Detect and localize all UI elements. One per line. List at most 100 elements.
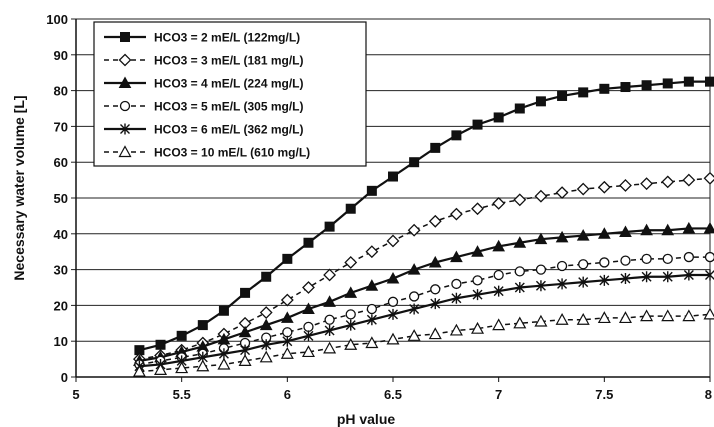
- data-point: [703, 307, 714, 320]
- data-point: [365, 336, 379, 349]
- data-point: [344, 256, 358, 269]
- data-point: [430, 142, 441, 153]
- data-point: [703, 221, 714, 234]
- legend-label: HCO3 = 3 mE/L (181 mg/L): [154, 54, 304, 68]
- legend-item: HCO3 = 3 mE/L (181 mg/L): [104, 54, 304, 68]
- data-point: [641, 80, 652, 91]
- data-point: [324, 221, 335, 232]
- data-point: [705, 76, 714, 87]
- data-point: [323, 295, 336, 307]
- data-point: [683, 269, 694, 281]
- data-point: [430, 284, 441, 295]
- y-tick-label: 10: [54, 334, 68, 349]
- legend-label: HCO3 = 6 mE/L (362 mg/L): [154, 123, 304, 137]
- data-point: [514, 282, 525, 293]
- x-tick-label: 7.5: [595, 387, 613, 402]
- data-point: [535, 280, 546, 292]
- series-line: [139, 313, 711, 373]
- series-6: [132, 307, 714, 377]
- data-point: [345, 203, 356, 214]
- data-point: [449, 207, 463, 221]
- data-point: [408, 291, 420, 302]
- y-tick-label: 20: [54, 298, 68, 313]
- series-line: [139, 256, 710, 366]
- x-tick-label: 8: [705, 387, 712, 402]
- data-point: [683, 76, 694, 87]
- series-1: [134, 76, 714, 356]
- data-point: [118, 76, 132, 88]
- data-point: [620, 82, 631, 93]
- data-point: [407, 223, 421, 237]
- data-point: [120, 123, 130, 135]
- data-point: [428, 327, 442, 340]
- data-point: [345, 319, 356, 331]
- data-point: [683, 251, 695, 263]
- data-point: [303, 321, 314, 333]
- data-point: [365, 279, 379, 291]
- data-point: [493, 285, 504, 297]
- data-point: [175, 361, 189, 374]
- data-point: [366, 314, 377, 326]
- data-point: [238, 325, 252, 338]
- data-point: [119, 100, 131, 112]
- axes: 0 10 20 30 40 50 60 70 80 90 100 5 5.5 6 6.5 7 7.5 8: [46, 12, 712, 402]
- data-point: [578, 259, 589, 270]
- legend-item: HCO3 = 4 mE/L (224 mg/L): [104, 76, 304, 91]
- data-point: [154, 363, 168, 375]
- data-point: [682, 173, 696, 187]
- data-point: [240, 344, 251, 356]
- data-point: [576, 229, 590, 241]
- data-point: [535, 264, 547, 275]
- x-tick-label: 5: [72, 387, 79, 402]
- y-tick-label: 40: [54, 227, 68, 242]
- data-point: [599, 257, 610, 268]
- data-point: [218, 348, 229, 360]
- y-tick-label: 90: [54, 48, 68, 63]
- data-point: [703, 171, 714, 185]
- data-point: [662, 78, 673, 89]
- data-point: [493, 269, 504, 281]
- series-3: [133, 221, 714, 366]
- data-point: [407, 329, 421, 341]
- data-point: [324, 314, 335, 325]
- legend: HCO3 = 2 mE/L (122mg/L) HCO3 = 3 mE/L (18…: [93, 21, 367, 167]
- data-point: [280, 293, 294, 307]
- data-point: [662, 253, 673, 265]
- data-point: [472, 275, 483, 286]
- data-point: [599, 83, 610, 94]
- data-point: [120, 32, 130, 42]
- legend-item: HCO3 = 10 mE/L (610 mg/L): [104, 145, 310, 160]
- data-point: [259, 350, 273, 363]
- series-line: [139, 227, 710, 362]
- series-2: [132, 171, 714, 366]
- legend-item: HCO3 = 2 mE/L (122mg/L): [104, 31, 300, 45]
- data-point: [492, 239, 506, 252]
- data-point: [620, 255, 631, 266]
- data-point: [472, 119, 483, 130]
- data-point: [409, 303, 420, 315]
- data-point: [640, 223, 653, 236]
- data-point: [682, 221, 696, 234]
- data-point: [428, 255, 442, 268]
- y-tick-label: 60: [54, 155, 68, 170]
- data-point: [661, 223, 675, 236]
- data-point: [513, 236, 527, 248]
- data-point: [620, 273, 631, 285]
- data-point: [661, 175, 675, 189]
- data-point: [662, 271, 673, 283]
- data-point: [409, 157, 420, 168]
- data-point: [661, 309, 675, 322]
- data-point: [323, 268, 337, 282]
- data-point: [640, 177, 654, 191]
- data-point: [640, 309, 654, 322]
- series-line: [139, 273, 710, 368]
- data-point: [597, 311, 611, 324]
- data-point: [344, 338, 358, 350]
- data-point: [118, 53, 132, 67]
- data-point: [407, 263, 421, 275]
- data-point: [619, 179, 632, 192]
- legend-box: [93, 21, 367, 167]
- data-point: [492, 196, 506, 210]
- y-tick-label: 50: [54, 191, 68, 206]
- data-point: [261, 339, 272, 351]
